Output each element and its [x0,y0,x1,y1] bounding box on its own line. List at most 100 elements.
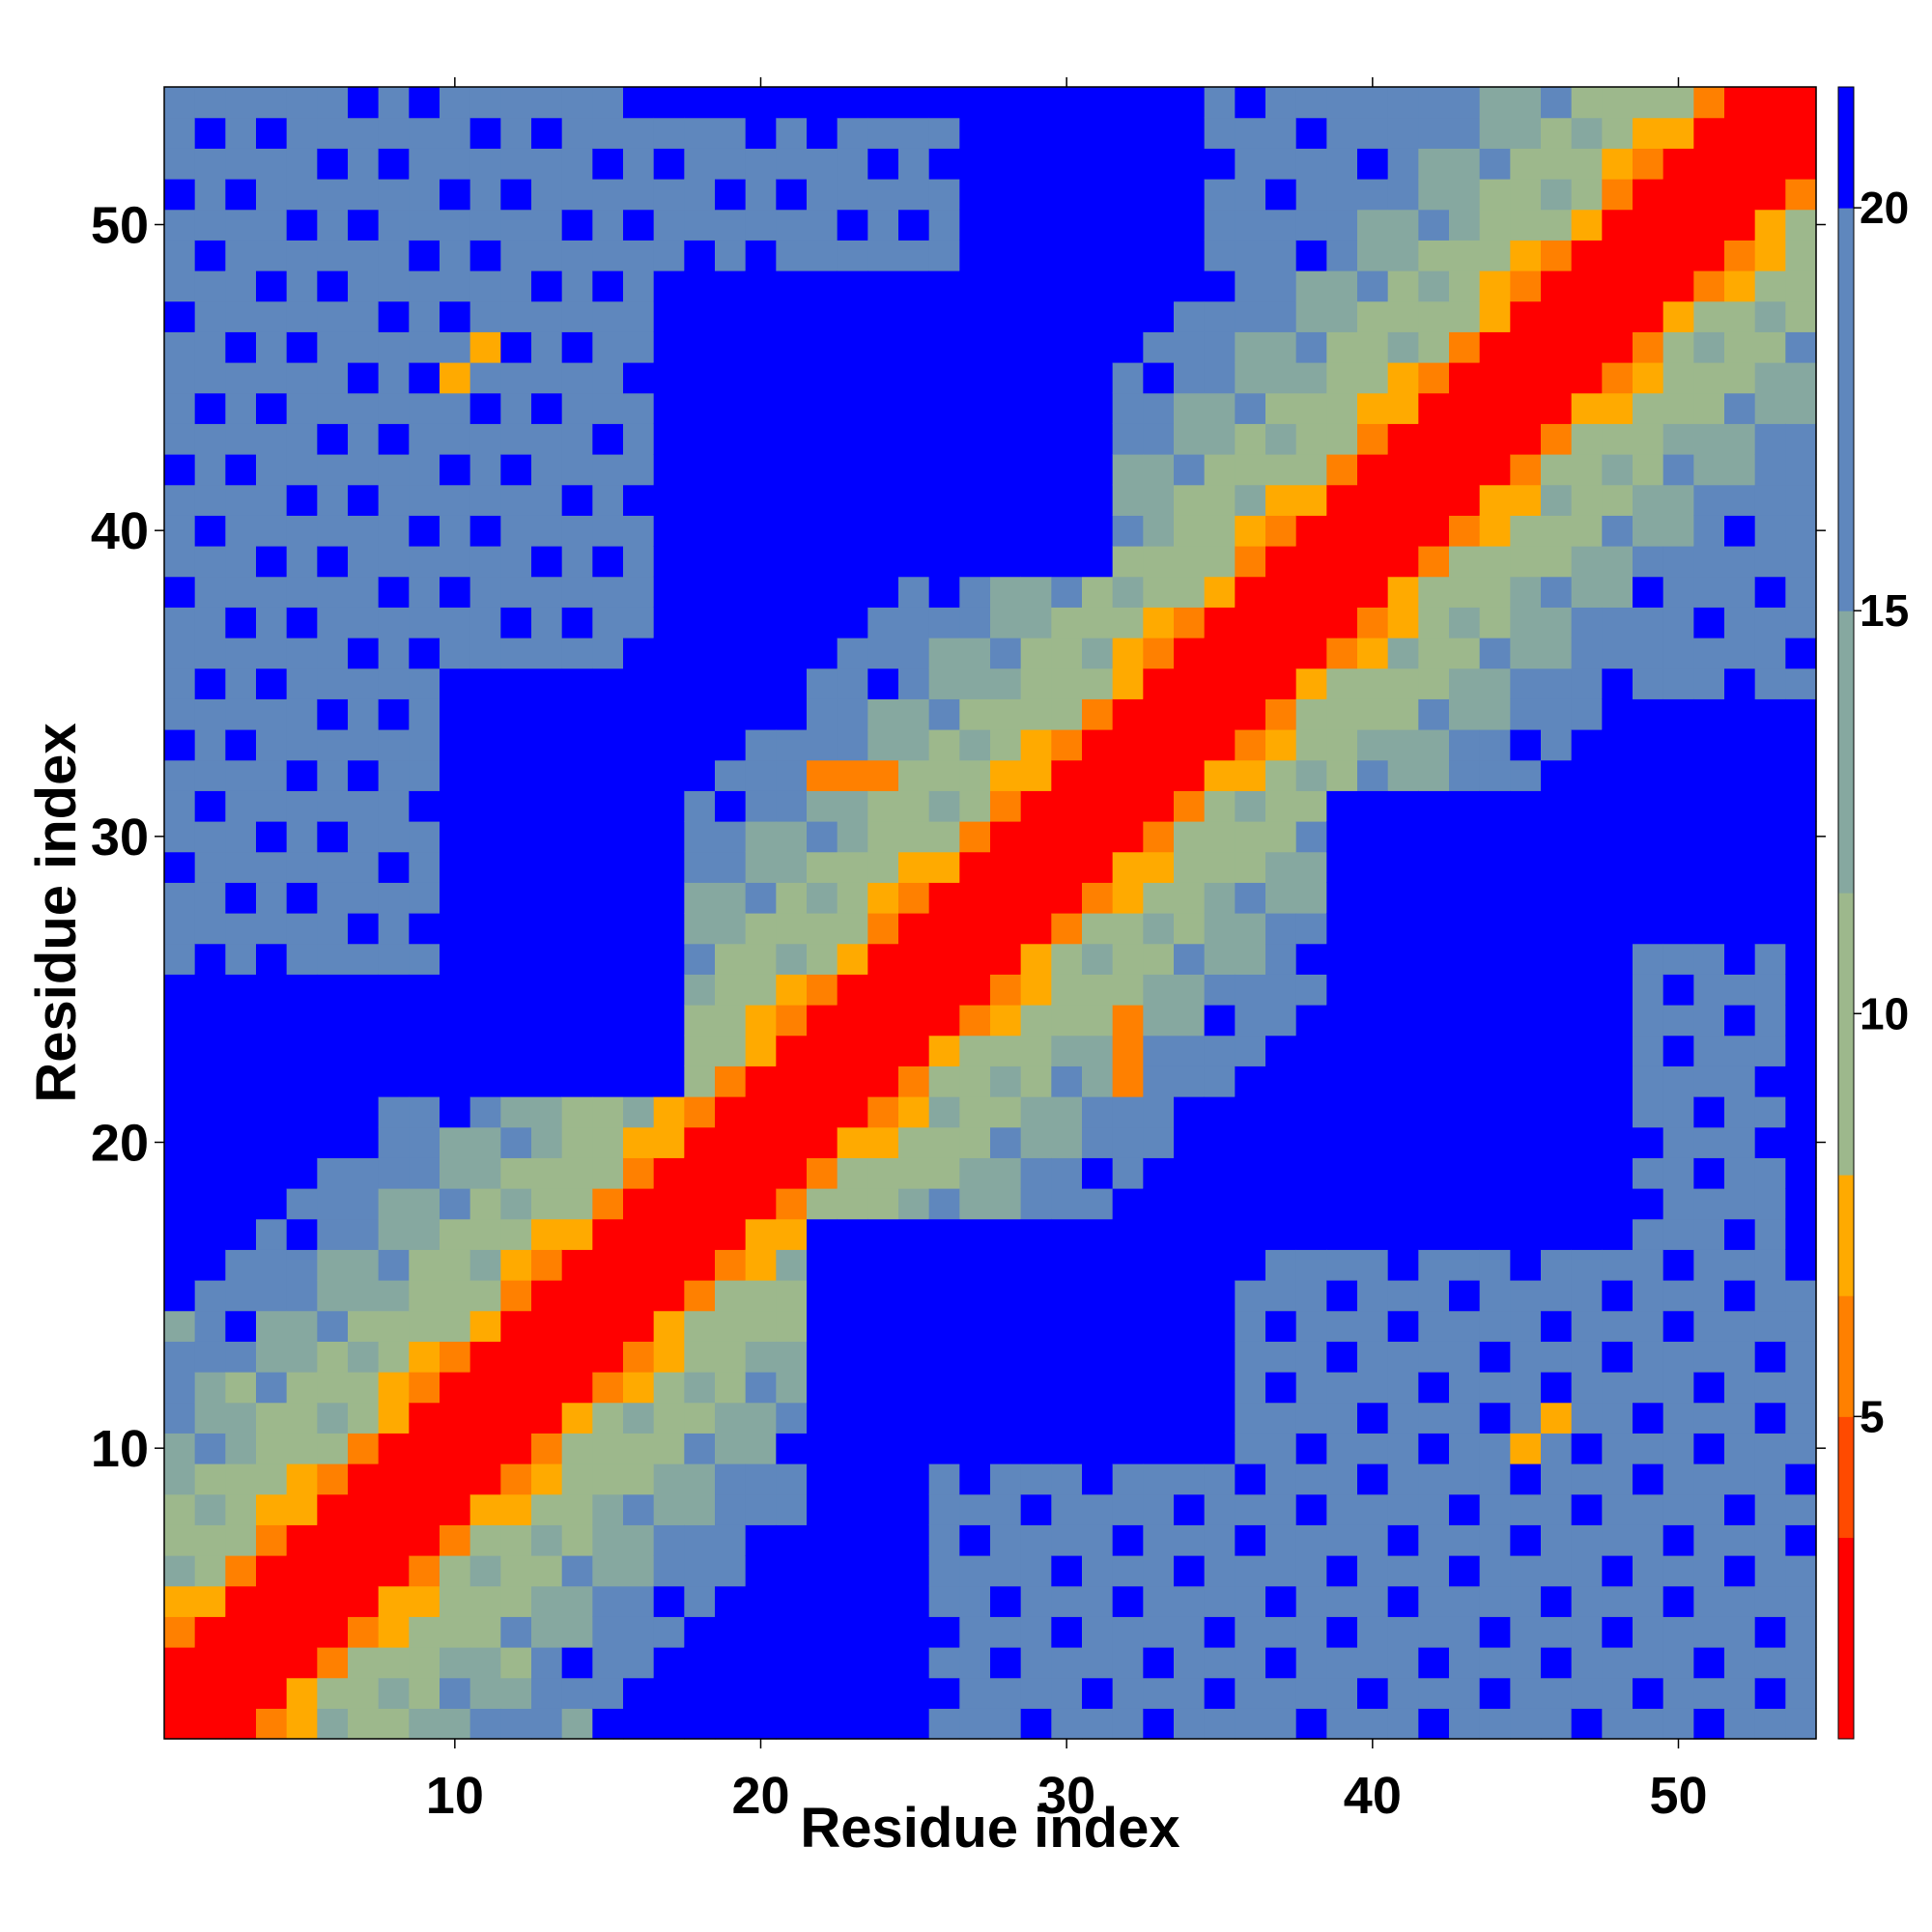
heatmap-cell [807,392,838,424]
heatmap-cell [592,1188,624,1220]
heatmap-cell [531,1402,563,1434]
heatmap-cell [469,454,501,486]
heatmap-cell [653,1433,685,1464]
heatmap-cell [898,1249,930,1281]
heatmap-cell [1754,821,1786,853]
heatmap-cell [1418,1310,1450,1342]
heatmap-cell [653,1218,685,1250]
heatmap-cell [164,148,196,180]
heatmap-cell [623,1616,655,1648]
heatmap-cell [194,209,226,241]
heatmap-cell [1082,1585,1114,1617]
heatmap-cell [409,1065,440,1097]
heatmap-cell [1724,759,1756,791]
x-tick-label: 10 [426,1767,484,1825]
heatmap-cell [1754,1157,1786,1189]
heatmap-cell [1510,362,1542,394]
heatmap-cell [653,331,685,363]
heatmap-cell [898,454,930,486]
heatmap-cell [1051,974,1083,1006]
heatmap-cell [1051,851,1083,883]
heatmap-cell [164,546,196,578]
heatmap-cell [1051,1126,1083,1158]
heatmap-cell [623,1677,655,1709]
heatmap-cell [623,576,655,608]
heatmap-cell [409,1005,440,1037]
heatmap-cell [684,87,716,119]
heatmap-cell [1143,454,1175,486]
heatmap-cell [715,1463,747,1495]
heatmap-cell [1418,423,1450,455]
heatmap-cell [1418,1555,1450,1587]
heatmap-cell [1326,117,1358,149]
heatmap-cell [1204,668,1236,699]
heatmap-cell [164,1218,196,1250]
heatmap-cell [1418,1372,1450,1404]
heatmap-cell [1357,1647,1389,1679]
heatmap-cell [225,300,257,332]
heatmap-cell [1571,759,1603,791]
heatmap-cell [1510,1096,1542,1128]
heatmap-cell [959,148,991,180]
heatmap-cell [1541,1310,1573,1342]
heatmap-cell [898,1126,930,1158]
heatmap-cell [990,851,1022,883]
heatmap-cell [807,1708,838,1740]
heatmap-cell [348,1157,380,1189]
heatmap-cell [286,1677,318,1709]
heatmap-cell [867,790,899,822]
heatmap-cell [194,1280,226,1312]
heatmap-cell [1662,851,1694,883]
heatmap-cell [440,1555,471,1587]
heatmap-cell [256,454,288,486]
heatmap-cell [1693,1708,1725,1740]
heatmap-cell [1357,607,1389,639]
heatmap-cell [1541,759,1573,791]
heatmap-cell [837,1310,868,1342]
heatmap-cell [715,1708,747,1740]
heatmap-cell [1051,117,1083,149]
heatmap-cell [623,851,655,883]
heatmap-cell [194,1463,226,1495]
heatmap-cell [1571,698,1603,730]
heatmap-cell [1082,1310,1114,1342]
heatmap-cell [440,1708,471,1740]
heatmap-cell [898,392,930,424]
heatmap-cell [317,1677,349,1709]
heatmap-cell [1449,117,1481,149]
x-axis-label: Residue index [800,1797,1179,1860]
heatmap-cell [256,1616,288,1648]
heatmap-cell [684,698,716,730]
heatmap-cell [1265,1188,1297,1220]
heatmap-cell [1541,240,1573,271]
heatmap-cell [1235,1188,1266,1220]
heatmap-cell [653,362,685,394]
heatmap-cell [990,821,1022,853]
heatmap-cell [1602,1249,1634,1281]
heatmap-cell [286,1372,318,1404]
heatmap-cell [1082,851,1114,883]
heatmap-cell [194,1310,226,1342]
heatmap-cell [440,576,471,608]
heatmap-cell [1204,1065,1236,1097]
heatmap-cell [1174,1157,1206,1189]
heatmap-cell [1051,546,1083,578]
heatmap-cell [164,1555,196,1587]
heatmap-cell [1418,882,1450,914]
heatmap-cell [225,209,257,241]
heatmap-cell [1754,392,1786,424]
heatmap-cell [1143,1402,1175,1434]
heatmap-cell [1082,1218,1114,1250]
heatmap-cell [409,790,440,822]
colorbar-tick-label: 15 [1860,585,1909,636]
heatmap-cell [837,1524,868,1556]
heatmap-cell [1449,362,1481,394]
heatmap-cell [990,974,1022,1006]
heatmap-cell [1235,270,1266,302]
heatmap-cell [1143,821,1175,853]
heatmap-cell [317,423,349,455]
heatmap-cell [1357,1280,1389,1312]
heatmap-cell [1479,179,1511,211]
heatmap-cell [653,974,685,1006]
heatmap-cell [1510,974,1542,1006]
